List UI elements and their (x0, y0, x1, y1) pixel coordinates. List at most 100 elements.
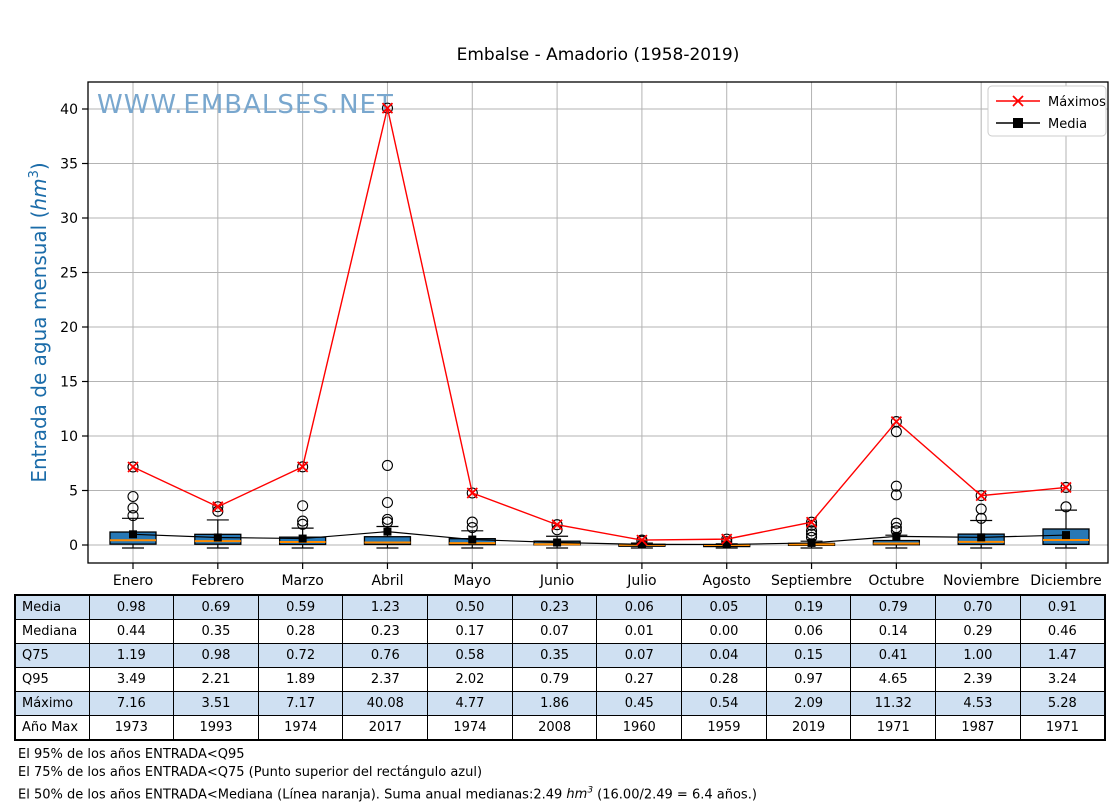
stat-cell-mayo-q95: 2.02 (427, 667, 513, 692)
stat-cell-diciembre-año-max: 1971 (1019, 715, 1106, 741)
stat-row-label: Máximo (14, 691, 90, 716)
stat-cell-agosto-q95: 0.28 (681, 667, 767, 692)
stat-cell-octubre-máximo: 11.32 (850, 691, 937, 716)
table-row-máximo: Máximo 7.16 3.51 7.17 40.08 4.77 1.86 0.45 0.54 2… (14, 691, 1106, 716)
x-tick-label: Diciembre (1030, 573, 1101, 589)
stat-cell-octubre-mediana: 0.14 (850, 619, 937, 644)
legend: Máximos Media (987, 85, 1107, 137)
x-tick-label: Agosto (703, 573, 751, 589)
stat-cell-enero-q95: 3.49 (88, 667, 175, 692)
outlier-circle (297, 515, 309, 527)
stat-cell-octubre-q95: 4.65 (850, 667, 937, 692)
table-row-q95: Q95 3.49 2.21 1.89 2.37 2.02 0.79 0.27 0.28 0.97 4… (14, 667, 1106, 692)
stat-cell-febrero-q95: 2.21 (173, 667, 259, 692)
stat-cell-octubre-q75: 0.41 (850, 643, 937, 668)
stats-table: Media 0.98 0.69 0.59 1.23 0.50 0.23 0.06 0.05 0.1… (14, 594, 1106, 741)
stat-cell-julio-mediana: 0.01 (596, 619, 683, 644)
outlier-circle (297, 500, 309, 512)
stat-cell-diciembre-q95: 3.24 (1019, 667, 1106, 692)
stat-row-label: Año Max (14, 715, 90, 741)
outlier-circle (1060, 501, 1072, 513)
stat-cell-septiembre-año-max: 2019 (765, 715, 852, 741)
table-row-año-max: Año Max 1973 1993 1974 2017 1974 2008 1960 1959 2… (14, 715, 1106, 741)
x-tick-label: Febrero (191, 573, 244, 589)
outlier-circle (127, 510, 139, 522)
maximos-x-marker (1060, 481, 1072, 494)
outlier-circle (805, 525, 818, 537)
outlier-circle (890, 480, 902, 492)
boxplot-abril (363, 102, 412, 549)
x-axis: Enero Febrero Marzo Abril Mayo Junio Julio Agos… (113, 563, 1102, 589)
stat-cell-agosto-año-max: 1959 (681, 715, 767, 741)
y-tick-label: 35 (60, 157, 78, 173)
stat-cell-enero-año-max: 1973 (88, 715, 175, 741)
stat-cell-mayo-año-max: 1974 (427, 715, 513, 741)
legend-label: Máximos (1048, 95, 1106, 110)
stat-cell-septiembre-máximo: 2.09 (765, 691, 852, 716)
table-row-mediana: Mediana 0.44 0.35 0.28 0.23 0.17 0.07 0.01 0.00 0… (14, 619, 1106, 644)
stat-cell-noviembre-máximo: 4.53 (935, 691, 1021, 716)
stat-cell-noviembre-mediana: 0.29 (935, 619, 1021, 644)
stat-cell-noviembre-media: 0.70 (935, 594, 1021, 620)
outlier-circle (212, 501, 224, 513)
footnote-q75: El 75% de los años ENTRADA<Q75 (Punto su… (18, 764, 483, 780)
outlier-circle (381, 102, 394, 114)
footnote-q95: El 95% de los años ENTRADA<Q95 (18, 747, 245, 762)
stat-cell-enero-máximo: 7.16 (88, 691, 175, 716)
chart-title: Embalse - Amadorio (1958-2019) (457, 45, 740, 65)
stat-cell-septiembre-q75: 0.15 (765, 643, 852, 668)
table-row-media: Media 0.98 0.69 0.59 1.23 0.50 0.23 0.06 0.05 0.1… (14, 594, 1106, 620)
stats-table-body: Media 0.98 0.69 0.59 1.23 0.50 0.23 0.06 0.05 0.1… (14, 594, 1106, 741)
stat-cell-marzo-máximo: 7.17 (257, 691, 344, 716)
stat-row-label: Media (14, 594, 90, 620)
outlier-circle (381, 516, 394, 528)
stats-table-container: Media 0.98 0.69 0.59 1.23 0.50 0.23 0.06 0.05 0.1… (14, 594, 1106, 741)
stat-cell-noviembre-q75: 1.00 (935, 643, 1021, 668)
stat-cell-junio-año-max: 2008 (511, 715, 598, 741)
media-marker (468, 535, 477, 544)
y-tick-label: 20 (60, 320, 78, 336)
x-tick-label: Octubre (868, 573, 924, 589)
stat-cell-junio-máximo: 1.86 (511, 691, 598, 716)
stat-cell-abril-mediana: 0.23 (342, 619, 429, 644)
stat-cell-enero-media: 0.98 (88, 594, 175, 620)
media-marker (298, 534, 307, 543)
x-tick-label: Mayo (454, 573, 492, 589)
stat-cell-enero-q75: 1.19 (88, 643, 175, 668)
stat-cell-abril-q75: 0.76 (342, 643, 429, 668)
media-marker (1061, 531, 1070, 540)
stat-cell-junio-q75: 0.35 (511, 643, 598, 668)
stat-cell-marzo-mediana: 0.28 (257, 619, 344, 644)
outlier-circle (466, 522, 478, 534)
x-tick-label: Junio (539, 573, 574, 589)
x-tick-label: Julio (626, 573, 656, 589)
stat-row-label: Q95 (14, 667, 90, 692)
stat-cell-diciembre-mediana: 0.46 (1019, 619, 1106, 644)
maximos-x-marker (296, 461, 309, 473)
stat-cell-marzo-media: 0.59 (257, 594, 344, 620)
stat-cell-mayo-media: 0.50 (427, 594, 513, 620)
outlier-circle (297, 518, 309, 530)
stat-cell-marzo-año-max: 1974 (257, 715, 344, 741)
stat-cell-julio-año-max: 1960 (596, 715, 683, 741)
box-rect (363, 536, 412, 546)
outlier-circle (127, 490, 139, 503)
stat-cell-febrero-máximo: 3.51 (173, 691, 259, 716)
y-tick-label: 25 (60, 266, 78, 282)
outlier-circle (890, 517, 902, 529)
outlier-circle (805, 519, 818, 531)
media-marker (129, 530, 137, 539)
y-tick-label: 30 (60, 211, 78, 227)
chart-canvas: WWW.EMBALSES.NET 0 5 10 15 20 25 30 35 40 Enero Feb… (27, 45, 1109, 589)
outlier-circle (127, 502, 139, 514)
maximos-x-marker (127, 461, 139, 473)
stat-cell-julio-q75: 0.07 (596, 643, 683, 668)
media-marker (977, 533, 986, 542)
y-tick-label: 5 (69, 484, 78, 500)
stat-cell-septiembre-mediana: 0.06 (765, 619, 852, 644)
outlier-circle (381, 513, 394, 525)
stat-cell-julio-máximo: 0.45 (596, 691, 683, 716)
footnote-mediana-suffix: (16.00/2.49 = 6.4 años.) (593, 787, 757, 803)
footnote-mediana: El 50% de los años ENTRADA<Mediana (Líne… (18, 783, 757, 804)
stat-cell-octubre-año-max: 1971 (850, 715, 937, 741)
